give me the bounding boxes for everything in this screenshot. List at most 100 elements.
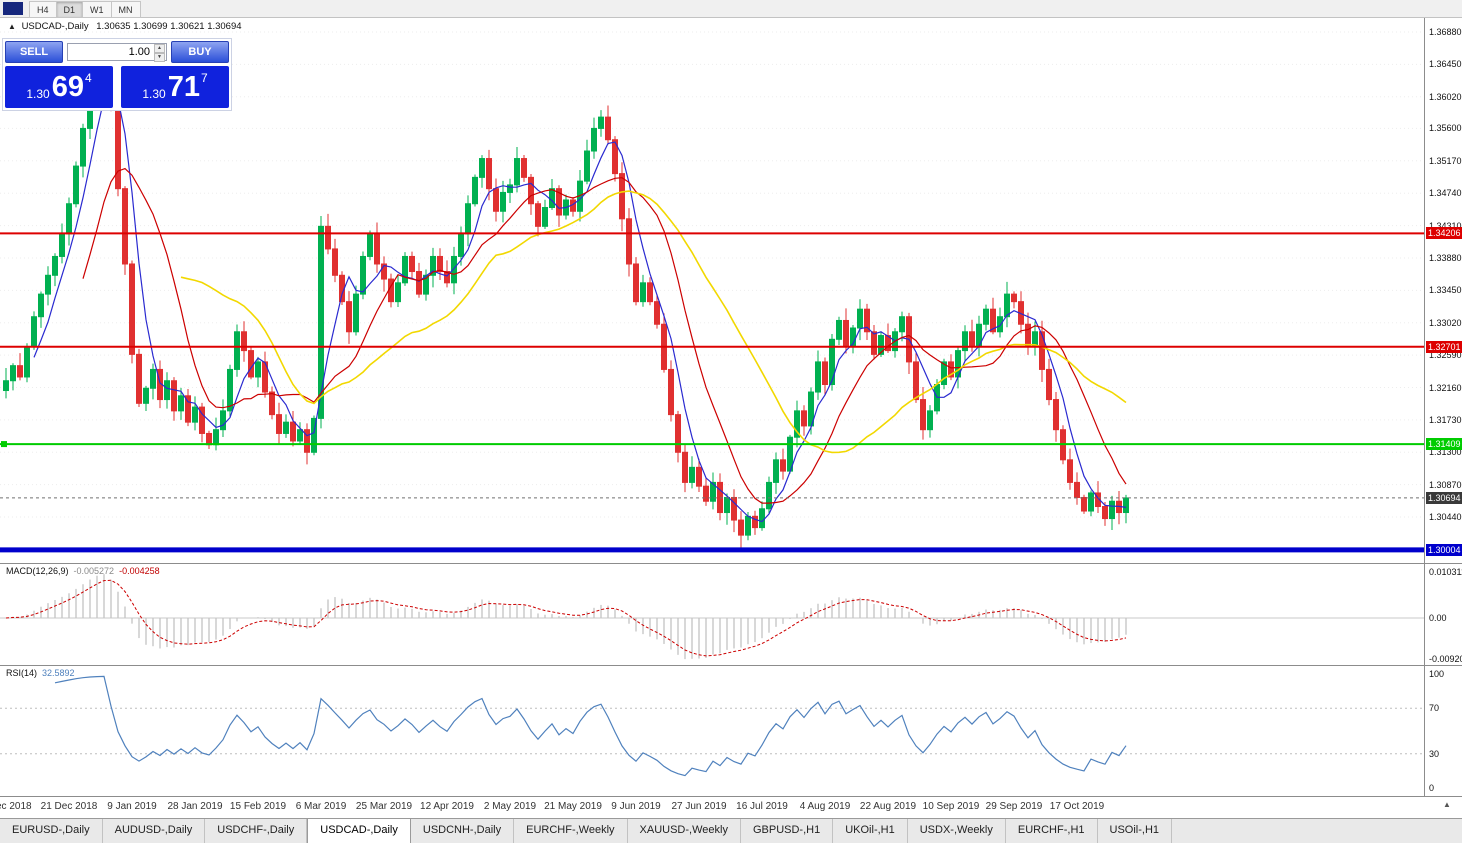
scroll-to-end-icon[interactable]: ▲ bbox=[1443, 800, 1451, 809]
date-label: 25 Mar 2019 bbox=[355, 801, 413, 812]
rsi-value: 32.5892 bbox=[42, 668, 75, 678]
date-label: 2 May 2019 bbox=[483, 801, 537, 812]
candles-layer bbox=[3, 39, 1129, 548]
date-label: 4 Aug 2019 bbox=[799, 801, 851, 812]
panel-separator[interactable] bbox=[0, 563, 1462, 564]
chart-ohlc-values: 1.30635 1.30699 1.30621 1.30694 bbox=[96, 21, 242, 32]
date-label: 22 Aug 2019 bbox=[859, 801, 917, 812]
chart-tab-gbpusd-h1[interactable]: GBPUSD-,H1 bbox=[741, 819, 834, 843]
toolbar: H4 D1 W1 MN bbox=[0, 0, 1462, 18]
volume-field-wrap: ▲ ▼ bbox=[67, 42, 167, 62]
date-label: 9 Jan 2019 bbox=[107, 801, 157, 812]
rsi-axis-label: 0 bbox=[1429, 783, 1435, 793]
ma-mid-line bbox=[82, 167, 1127, 504]
collapse-panel-icon[interactable]: ▲ bbox=[8, 22, 16, 31]
price-tick-label: 1.35600 bbox=[1429, 123, 1462, 134]
volume-up-icon[interactable]: ▲ bbox=[154, 44, 165, 53]
buy-price-big: 71 bbox=[167, 71, 200, 103]
volume-spinner: ▲ ▼ bbox=[154, 44, 165, 62]
date-label: 21 Dec 2018 bbox=[40, 801, 98, 812]
sell-price-big: 69 bbox=[51, 71, 84, 103]
date-label: 16 Jul 2019 bbox=[736, 801, 788, 812]
timeframe-button-h4[interactable]: H4 bbox=[29, 1, 56, 18]
chart-tab-eurchf-weekly[interactable]: EURCHF-,Weekly bbox=[514, 819, 628, 843]
macd-svg bbox=[0, 574, 1424, 660]
rsi-axis-label: 100 bbox=[1429, 669, 1445, 679]
chart-symbol-label: USDCAD-,Daily bbox=[21, 21, 89, 32]
current-price-badge: 1.30694 bbox=[1426, 491, 1462, 504]
date-label: 15 Feb 2019 bbox=[229, 801, 287, 812]
timeframe-buttons: H4 D1 W1 MN bbox=[29, 1, 141, 18]
time-axis[interactable]: ▲ 3 Dec 2018 21 Dec 2018 9 Jan 2019 28 Jan … bbox=[0, 797, 1462, 818]
macd-axis-label: -0.009203 bbox=[1429, 654, 1462, 664]
chart-tab-usdcnh-daily[interactable]: USDCNH-,Daily bbox=[411, 819, 515, 843]
app-icon bbox=[3, 2, 23, 15]
chart-tab-ukoil-h1[interactable]: UKOil-,H1 bbox=[833, 819, 908, 843]
chart-tab-usdx-weekly[interactable]: USDX-,Weekly bbox=[908, 819, 1006, 843]
macd-panel[interactable]: MACD(12,26,9) -0.005272 -0.004258 bbox=[0, 564, 1424, 665]
rsi-title: RSI(14) bbox=[6, 668, 38, 678]
price-tick-label: 1.36020 bbox=[1429, 91, 1462, 102]
one-click-trading-panel: SELL ▲ ▼ BUY 1.30 69 4 1.30 bbox=[2, 38, 232, 111]
level-handle bbox=[1, 441, 7, 448]
price-tick-label: 1.30870 bbox=[1429, 479, 1462, 490]
sell-price-box[interactable]: 1.30 69 4 bbox=[5, 66, 113, 108]
price-tick-label: 1.36450 bbox=[1429, 59, 1462, 70]
panel-separator[interactable] bbox=[0, 665, 1462, 666]
volume-input[interactable] bbox=[67, 43, 167, 61]
price-tick-label: 1.33020 bbox=[1429, 317, 1462, 328]
macd-value-main: -0.005272 bbox=[73, 566, 115, 576]
macd-label: MACD(12,26,9) -0.005272 -0.004258 bbox=[6, 566, 160, 576]
date-label: 29 Sep 2019 bbox=[985, 801, 1043, 812]
chart-tab-audusd-daily[interactable]: AUDUSD-,Daily bbox=[103, 819, 206, 843]
rsi-line bbox=[54, 675, 1127, 777]
price-tick-label: 1.30440 bbox=[1429, 512, 1462, 523]
level-price-badge: 1.34206 bbox=[1426, 227, 1462, 240]
price-chart-svg[interactable] bbox=[0, 18, 1424, 563]
rsi-panel[interactable]: RSI(14) 32.5892 bbox=[0, 666, 1424, 796]
sell-price-prefix: 1.30 bbox=[26, 87, 50, 101]
price-axis[interactable]: 1.36880 1.36450 1.36020 1.35600 1.35170 1.347… bbox=[1424, 18, 1462, 797]
macd-signal-line bbox=[5, 579, 1127, 657]
buy-price-prefix: 1.30 bbox=[142, 87, 166, 101]
macd-histogram bbox=[12, 574, 1127, 660]
ma-slow-line bbox=[180, 190, 1127, 454]
date-label: 3 Dec 2018 bbox=[0, 801, 32, 812]
date-label: 9 Jun 2019 bbox=[611, 801, 661, 812]
date-label: 6 Mar 2019 bbox=[295, 801, 347, 812]
rsi-svg bbox=[0, 675, 1424, 777]
level-price-badge: 1.30004 bbox=[1426, 543, 1462, 556]
timeframe-button-w1[interactable]: W1 bbox=[82, 1, 111, 18]
ma-fast-line bbox=[33, 85, 1127, 523]
level-price-badge: 1.31409 bbox=[1426, 438, 1462, 451]
macd-value-signal: -0.004258 bbox=[119, 566, 160, 576]
sell-button[interactable]: SELL bbox=[5, 41, 63, 63]
chart-tabs-bar: EURUSD-,Daily AUDUSD-,Daily USDCHF-,Daily U… bbox=[0, 818, 1462, 843]
buy-price-sup: 7 bbox=[200, 71, 208, 85]
buy-price-box[interactable]: 1.30 71 7 bbox=[121, 66, 229, 108]
price-tick-label: 1.34310 bbox=[1429, 220, 1462, 231]
chart-tab-usdcad-daily[interactable]: USDCAD-,Daily bbox=[307, 819, 411, 843]
macd-axis-label: 0.00 bbox=[1429, 612, 1447, 623]
chart-tab-eurusd-daily[interactable]: EURUSD-,Daily bbox=[0, 819, 103, 843]
timeframe-button-mn[interactable]: MN bbox=[110, 1, 141, 18]
rsi-label: RSI(14) 32.5892 bbox=[6, 668, 75, 678]
rsi-axis-label: 70 bbox=[1429, 703, 1440, 714]
buy-button[interactable]: BUY bbox=[171, 41, 229, 63]
chart-tab-eurchf-h1[interactable]: EURCHF-,H1 bbox=[1006, 819, 1098, 843]
price-tick-label: 1.34740 bbox=[1429, 188, 1462, 199]
chart-title: ▲ USDCAD-,Daily 1.30635 1.30699 1.30621 … bbox=[8, 21, 242, 32]
price-tick-label: 1.31730 bbox=[1429, 414, 1462, 425]
volume-down-icon[interactable]: ▼ bbox=[154, 53, 165, 62]
price-tick-label: 1.33450 bbox=[1429, 285, 1462, 296]
date-label: 12 Apr 2019 bbox=[420, 801, 474, 812]
price-tick-label: 1.36880 bbox=[1429, 27, 1462, 37]
chart-tab-usoil-h1[interactable]: USOil-,H1 bbox=[1098, 819, 1173, 843]
price-tick-label: 1.32590 bbox=[1429, 350, 1462, 361]
timeframe-button-d1[interactable]: D1 bbox=[55, 1, 83, 18]
chart-tab-xauusd-weekly[interactable]: XAUUSD-,Weekly bbox=[628, 819, 741, 843]
price-chart[interactable]: ▲ USDCAD-,Daily 1.30635 1.30699 1.30621 … bbox=[0, 18, 1424, 563]
chart-tab-usdchf-daily[interactable]: USDCHF-,Daily bbox=[205, 819, 308, 843]
price-tick-label: 1.35170 bbox=[1429, 155, 1462, 166]
